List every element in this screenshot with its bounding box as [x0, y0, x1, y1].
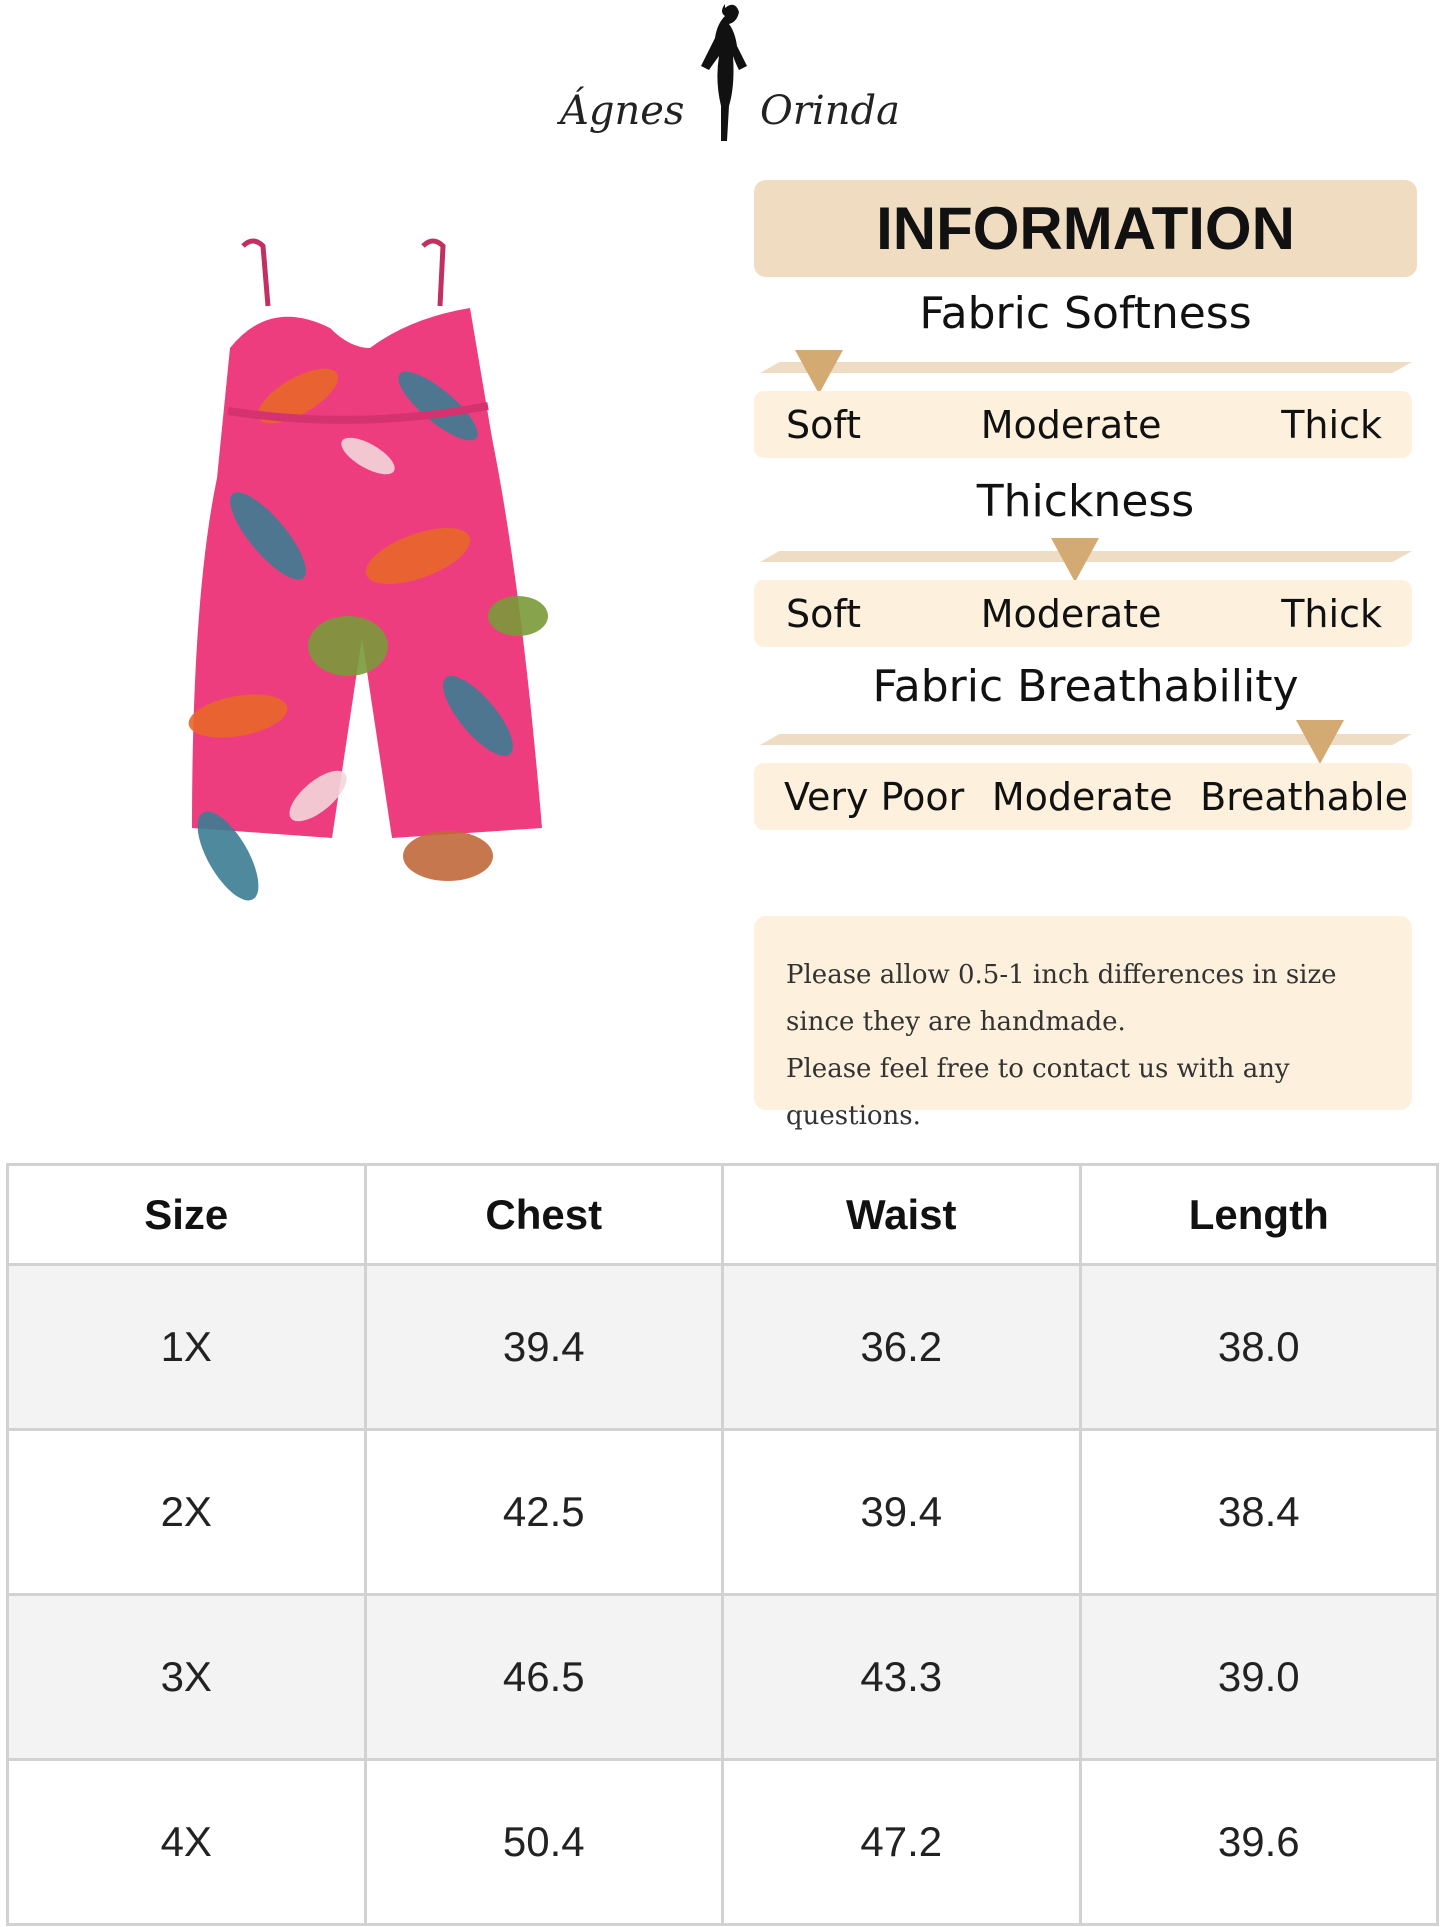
- scale-title-softness: Fabric Softness: [919, 288, 1252, 339]
- cell-length: 39.0: [1078, 1593, 1439, 1761]
- table-header-row: Size Chest Waist Length: [6, 1163, 1439, 1266]
- table-row: 3X 46.5 43.3 39.0: [6, 1593, 1439, 1761]
- cell-waist: 36.2: [721, 1263, 1082, 1431]
- header-chest: Chest: [363, 1163, 724, 1266]
- note-line: Please feel free to contact us with any …: [786, 1054, 1290, 1131]
- table-row: 2X 42.5 39.4 38.4: [6, 1428, 1439, 1596]
- scale-label: Breathable: [1200, 774, 1408, 819]
- cell-size: 3X: [6, 1593, 367, 1761]
- silhouette-icon: [701, 4, 747, 141]
- cell-length: 38.4: [1078, 1428, 1439, 1596]
- marker-triangle-icon: [1051, 538, 1099, 582]
- cell-chest: 42.5: [363, 1428, 724, 1596]
- scale-label: Very Poor: [784, 774, 965, 819]
- cell-size: 1X: [6, 1263, 367, 1431]
- brand-logo: Ágnes Orinda: [540, 0, 900, 150]
- cell-size: 2X: [6, 1428, 367, 1596]
- note-line: since they are handmade.: [786, 1007, 1126, 1037]
- cell-waist: 47.2: [721, 1758, 1082, 1926]
- scale-labels-softness: Soft Moderate Thick: [754, 391, 1412, 458]
- cell-chest: 46.5: [363, 1593, 724, 1761]
- cell-waist: 43.3: [721, 1593, 1082, 1761]
- marker-triangle-icon: [1296, 720, 1345, 764]
- cell-chest: 50.4: [363, 1758, 724, 1926]
- scale-label: Thick: [1281, 402, 1382, 447]
- cell-length: 38.0: [1078, 1263, 1439, 1431]
- information-header: INFORMATION: [754, 180, 1417, 277]
- scale-title-breathability: Fabric Breathability: [872, 661, 1299, 712]
- scale-label: Soft: [786, 402, 861, 447]
- scale-label: Moderate: [980, 591, 1162, 636]
- scale-labels-breathability: Very Poor Moderate Breathable: [754, 763, 1412, 830]
- product-image-jumpsuit: [188, 238, 548, 901]
- cell-length: 39.6: [1078, 1758, 1439, 1926]
- brand-name-right: Orinda: [760, 88, 900, 134]
- brand-name-left: Ágnes: [560, 88, 685, 134]
- header-length: Length: [1078, 1163, 1439, 1266]
- scale-label: Soft: [786, 591, 861, 636]
- header-size: Size: [6, 1163, 367, 1266]
- cell-size: 4X: [6, 1758, 367, 1926]
- marker-triangle-icon: [794, 350, 843, 394]
- table-row: 4X 50.4 47.2 39.6: [6, 1758, 1439, 1926]
- size-note: Please allow 0.5-1 inch differences in s…: [754, 916, 1412, 1131]
- scale-bar-softness: [760, 362, 1412, 373]
- table-row: 1X 39.4 36.2 38.0: [6, 1263, 1439, 1431]
- scale-bar-breathability: [760, 734, 1412, 745]
- scale-labels-thickness: Soft Moderate Thick: [754, 580, 1412, 647]
- cell-chest: 39.4: [363, 1263, 724, 1431]
- cell-waist: 39.4: [721, 1428, 1082, 1596]
- scale-label: Moderate: [991, 774, 1173, 819]
- note-line: Please allow 0.5-1 inch differences in s…: [786, 960, 1337, 990]
- scale-title-thickness: Thickness: [976, 476, 1195, 527]
- header-waist: Waist: [721, 1163, 1082, 1266]
- size-chart-table: Size Chest Waist Length 1X 39.4 36.2 38.…: [6, 1163, 1439, 1926]
- scale-label: Thick: [1281, 591, 1382, 636]
- scale-label: Moderate: [980, 402, 1162, 447]
